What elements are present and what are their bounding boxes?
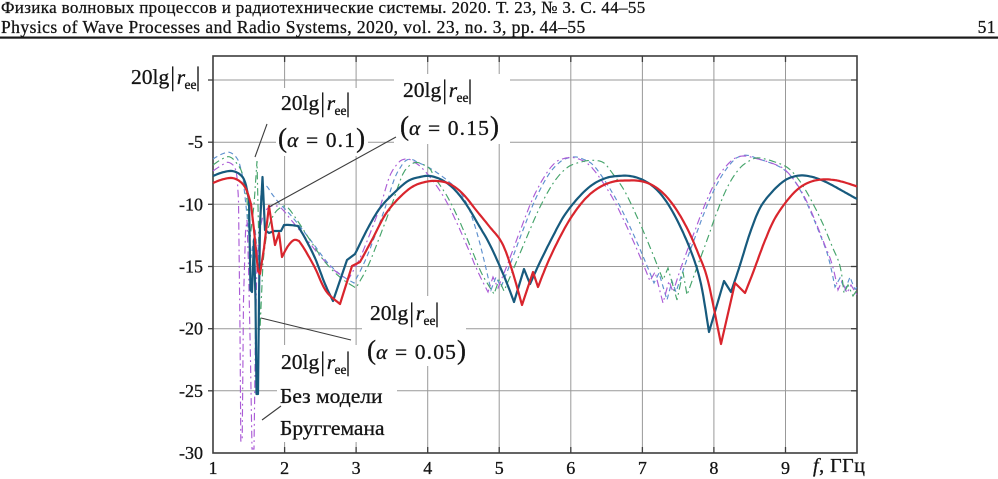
svg-text:r: r [416, 301, 425, 325]
svg-text:20lg: 20lg [370, 301, 408, 325]
svg-text:r: r [327, 91, 336, 115]
svg-text:ee: ee [335, 103, 347, 118]
svg-text:-30: -30 [179, 443, 203, 463]
svg-text:6: 6 [566, 458, 575, 478]
svg-text:(α = 0.1): (α = 0.1) [278, 123, 365, 153]
svg-text:(α = 0.05): (α = 0.05) [367, 335, 466, 365]
svg-text:2: 2 [280, 458, 289, 478]
svg-text:ee: ee [335, 362, 347, 377]
svg-text:r: r [327, 350, 336, 374]
svg-text:7: 7 [638, 458, 647, 478]
svg-text:-5: -5 [188, 132, 203, 152]
svg-text:20lg: 20lg [281, 350, 319, 374]
svg-text:Физика волновых процессов и ра: Физика волновых процессов и радиотехниче… [1, 0, 646, 17]
svg-text:r: r [449, 78, 458, 102]
svg-text:-25: -25 [179, 381, 203, 401]
svg-text:-15: -15 [179, 257, 203, 277]
svg-text:ee: ee [457, 90, 469, 105]
svg-text:f, ГГц: f, ГГц [813, 455, 865, 477]
svg-text:ee: ee [185, 77, 197, 92]
svg-text:3: 3 [352, 458, 361, 478]
svg-text:5: 5 [495, 458, 504, 478]
svg-text:ee: ee [424, 313, 436, 328]
svg-text:4: 4 [423, 458, 432, 478]
svg-text:Бруггемана: Бруггемана [280, 416, 385, 440]
svg-text:9: 9 [781, 458, 790, 478]
svg-text:r: r [177, 65, 186, 89]
svg-text:20lg: 20lg [403, 78, 441, 102]
svg-text:8: 8 [709, 458, 718, 478]
svg-text:-10: -10 [179, 194, 203, 214]
svg-text:1: 1 [209, 458, 218, 478]
svg-text:51: 51 [978, 17, 996, 37]
svg-text:(α = 0.15): (α = 0.15) [400, 111, 499, 141]
svg-text:Без модели: Без модели [280, 384, 382, 408]
svg-text:-20: -20 [179, 319, 203, 339]
svg-text:20lg: 20lg [281, 91, 319, 115]
svg-text:Physics of Wave Processes and: Physics of Wave Processes and Radio Syst… [1, 17, 586, 37]
svg-text:20lg: 20lg [131, 65, 169, 89]
